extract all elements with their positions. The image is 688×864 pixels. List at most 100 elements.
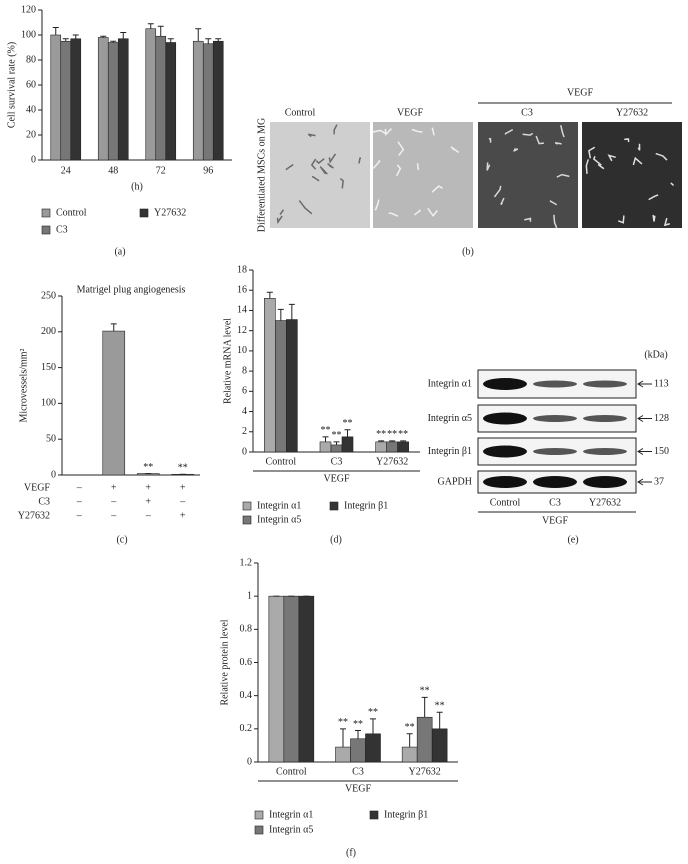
condition-cell: + xyxy=(145,482,151,493)
x-tick-label: Control xyxy=(276,766,307,777)
y-tick-label: 0.4 xyxy=(240,690,253,701)
cell xyxy=(607,154,616,162)
cell xyxy=(637,143,641,151)
y-tick-label: 120 xyxy=(21,4,36,15)
bar xyxy=(102,330,126,476)
cell xyxy=(315,158,325,165)
bar xyxy=(145,28,157,161)
y-tick-label: 10 xyxy=(237,345,247,356)
error-bar xyxy=(147,23,154,29)
condition-cell: – xyxy=(76,510,83,521)
bar xyxy=(97,37,109,161)
legend-label: Integrin β1 xyxy=(344,500,388,511)
image-label: VEGF xyxy=(397,107,424,118)
bar xyxy=(298,595,315,763)
cell xyxy=(372,129,386,135)
y-tick-label: 20 xyxy=(26,129,36,140)
bar xyxy=(107,42,119,161)
cell xyxy=(374,199,380,211)
x-tick-label: Y27632 xyxy=(409,766,441,777)
cell xyxy=(486,162,491,171)
cell xyxy=(522,132,534,136)
cell xyxy=(372,159,381,169)
bar xyxy=(268,595,285,763)
bar xyxy=(275,320,287,453)
legend-label: Integrin α5 xyxy=(269,824,313,835)
band xyxy=(533,476,577,488)
bar xyxy=(286,319,298,453)
y-tick-label: 0 xyxy=(31,154,36,165)
error-bar xyxy=(205,38,212,44)
y-tick-label: 6 xyxy=(242,386,247,397)
bar xyxy=(416,716,433,763)
legend-swatch xyxy=(41,225,51,235)
group-label: VEGF xyxy=(323,473,350,484)
significance: ** xyxy=(321,425,331,436)
side-label: Differentiated MSCs on MG xyxy=(256,118,267,233)
image-label: Control xyxy=(285,107,316,118)
cell xyxy=(285,164,294,171)
cell xyxy=(384,128,392,136)
y-tick-label: 100 xyxy=(21,29,36,40)
western-blot: Integrin α1 113 Integrin α5 128 Integrin β1 1… xyxy=(428,369,669,508)
error-bar xyxy=(344,429,351,437)
y-tick-label: 14 xyxy=(237,305,247,316)
error-bar xyxy=(389,440,396,442)
significance: ** xyxy=(376,429,386,440)
x-tick-label: C3 xyxy=(331,456,343,467)
legend-swatch xyxy=(254,825,264,835)
cell xyxy=(624,138,630,143)
x-tick-label: 24 xyxy=(61,165,71,176)
significance: ** xyxy=(420,686,430,697)
micrograph xyxy=(373,122,473,228)
panel-label: (b) xyxy=(462,246,474,257)
condition-cell: – xyxy=(179,496,186,507)
bar xyxy=(397,441,409,453)
y-tick-label: 0 xyxy=(242,446,247,457)
legend-label: C3 xyxy=(56,224,68,235)
cell xyxy=(431,127,435,136)
y-tick-label: 0.8 xyxy=(240,624,253,635)
significance: ** xyxy=(143,462,153,473)
cell xyxy=(493,185,502,198)
cell xyxy=(553,214,558,229)
legend-label: Control xyxy=(56,207,87,218)
cell xyxy=(298,200,313,215)
x-tick-label: Control xyxy=(266,456,297,467)
x-tick-label: 96 xyxy=(203,165,213,176)
legend-swatch xyxy=(242,515,252,525)
error-bar xyxy=(406,733,413,748)
condition-label: C3 xyxy=(38,496,50,507)
cell xyxy=(488,137,492,143)
image-label: C3 xyxy=(521,107,533,118)
x-tick-label: C3 xyxy=(352,766,364,777)
panel-label: (e) xyxy=(567,534,578,545)
condition-cell: – xyxy=(76,496,83,507)
bar xyxy=(431,728,448,763)
error-bar xyxy=(333,441,340,445)
significance: ** xyxy=(338,717,348,728)
unit-label: (kDa) xyxy=(644,349,667,360)
cell xyxy=(632,156,643,166)
cell xyxy=(327,162,334,169)
error-bar xyxy=(215,38,222,42)
cell xyxy=(450,146,460,153)
row-label: Integrin β1 xyxy=(428,446,472,457)
y-tick-label: 40 xyxy=(26,104,36,115)
panel-label: (f) xyxy=(346,847,356,858)
condition-cell: + xyxy=(111,482,117,493)
legend-swatch xyxy=(329,501,339,511)
x-tick-label: 72 xyxy=(156,165,166,176)
error-bar xyxy=(167,38,174,43)
bar xyxy=(264,298,276,453)
legend-swatch xyxy=(369,810,379,820)
bar xyxy=(192,40,204,161)
cell xyxy=(585,159,589,174)
cell xyxy=(663,217,670,227)
y-tick-label: 0.6 xyxy=(240,657,253,668)
error-bar xyxy=(110,40,117,43)
y-axis-label: Relative mRNA level xyxy=(222,318,233,404)
y-tick-label: 0 xyxy=(247,756,252,767)
error-bar xyxy=(100,35,107,38)
